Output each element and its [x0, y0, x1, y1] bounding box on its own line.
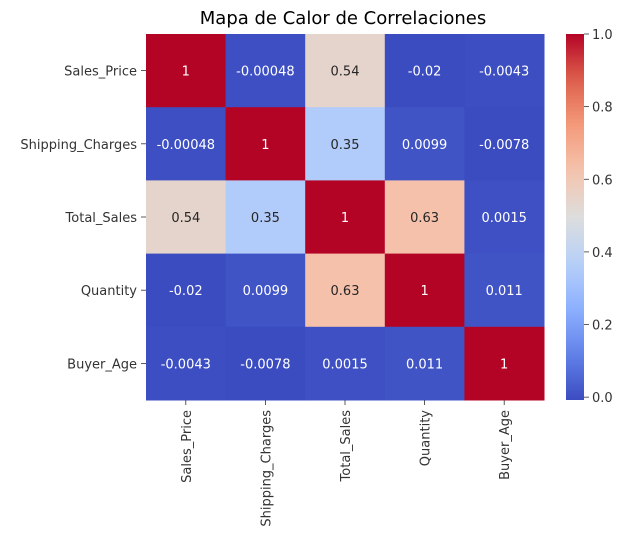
- colorbar-tick-label: 0.4: [592, 246, 613, 261]
- heatmap-cell: [384, 34, 465, 108]
- heatmap-cell: [464, 180, 545, 255]
- chart-title: Mapa de Calor de Correlaciones: [200, 8, 486, 29]
- cell-value-label: 0.54: [331, 65, 360, 80]
- cell-value-label: 0.0015: [481, 211, 527, 226]
- column-tick-label: Buyer_Age: [498, 410, 513, 480]
- colorbar-tick-label: 0.6: [592, 173, 613, 188]
- heatmap-cell: [225, 326, 306, 401]
- column-tick-label: Total_Sales: [339, 410, 354, 483]
- heatmap-cell: [146, 253, 227, 328]
- column-tick-label: Shipping_Charges: [259, 410, 274, 527]
- heatmap-cell: [225, 180, 306, 255]
- cell-value-label: 1: [500, 357, 508, 372]
- heatmap-cell: [225, 107, 306, 181]
- heatmap-cell: [464, 326, 545, 401]
- cell-value-label: 0.0099: [243, 284, 289, 299]
- heatmap-cell: [225, 253, 306, 328]
- row-tick-label: Quantity: [81, 284, 137, 299]
- column-tick-label: Quantity: [419, 410, 434, 466]
- heatmap-cell: [464, 34, 545, 108]
- row-tick-label: Sales_Price: [64, 65, 137, 80]
- colorbar-tick-label: 0.0: [592, 391, 613, 406]
- cell-value-label: 0.0099: [402, 138, 448, 153]
- cell-value-label: 0.011: [486, 284, 523, 299]
- cell-value-label: 0.54: [171, 211, 200, 226]
- cell-value-label: -0.00048: [236, 65, 294, 80]
- heatmap-cell: [225, 34, 306, 108]
- colorbar-ticks: 0.0 0.2 0.4 0.6 0.8 1.0: [584, 28, 613, 406]
- cell-value-label: 0.35: [251, 211, 280, 226]
- row-tick-label: Shipping_Charges: [20, 138, 137, 153]
- heatmap-cell: [305, 180, 386, 255]
- heatmap-cells: 1 -0.00048 0.54 -0.02 -0.0043 -0.00048 1 0.35 0.…: [146, 34, 545, 401]
- heatmap-cell: [305, 107, 386, 181]
- cell-value-label: -0.02: [408, 65, 442, 80]
- colorbar-tick-label: 0.2: [592, 319, 613, 334]
- cell-value-label: -0.0078: [479, 138, 529, 153]
- heatmap-cell: [464, 107, 545, 181]
- heatmap-cell: [384, 326, 465, 401]
- heatmap-cell: [384, 253, 465, 328]
- cell-value-label: 1: [261, 138, 269, 153]
- cell-value-label: 0.0015: [322, 357, 368, 372]
- heatmap-cell: [146, 107, 227, 181]
- heatmap-cell: [305, 326, 386, 401]
- cell-value-label: 1: [341, 211, 349, 226]
- heatmap-cell: [305, 34, 386, 108]
- cell-value-label: 0.011: [406, 357, 443, 372]
- cell-value-label: -0.0078: [240, 357, 290, 372]
- cell-value-label: -0.0043: [479, 65, 529, 80]
- cell-value-label: 0.63: [331, 284, 360, 299]
- cell-value-label: -0.02: [169, 284, 203, 299]
- column-tick-label: Sales_Price: [180, 410, 195, 483]
- cell-value-label: -0.00048: [157, 138, 215, 153]
- cell-value-label: 1: [182, 65, 190, 80]
- row-tick-label: Buyer_Age: [67, 357, 137, 372]
- colorbar-tick-label: 1.0: [592, 28, 613, 43]
- heatmap-cell: [305, 253, 386, 328]
- colorbar: [566, 34, 584, 400]
- heatmap-cell: [384, 180, 465, 255]
- heatmap-cell: [384, 107, 465, 181]
- heatmap-cell: [146, 34, 227, 108]
- cell-value-label: 1: [420, 284, 428, 299]
- cell-value-label: 0.63: [410, 211, 439, 226]
- heatmap-cell: [146, 326, 227, 401]
- row-tick-labels: Sales_Price Shipping_Charges Total_Sales Qu…: [20, 65, 146, 372]
- heatmap-cell: [464, 253, 545, 328]
- cell-value-label: -0.0043: [161, 357, 211, 372]
- cell-value-label: 0.35: [331, 138, 360, 153]
- row-tick-label: Total_Sales: [65, 211, 138, 226]
- column-tick-labels: Sales_Price Shipping_Charges Total_Sales Qu…: [180, 400, 513, 527]
- colorbar-tick-label: 0.8: [592, 101, 613, 116]
- heatmap-cell: [146, 180, 227, 255]
